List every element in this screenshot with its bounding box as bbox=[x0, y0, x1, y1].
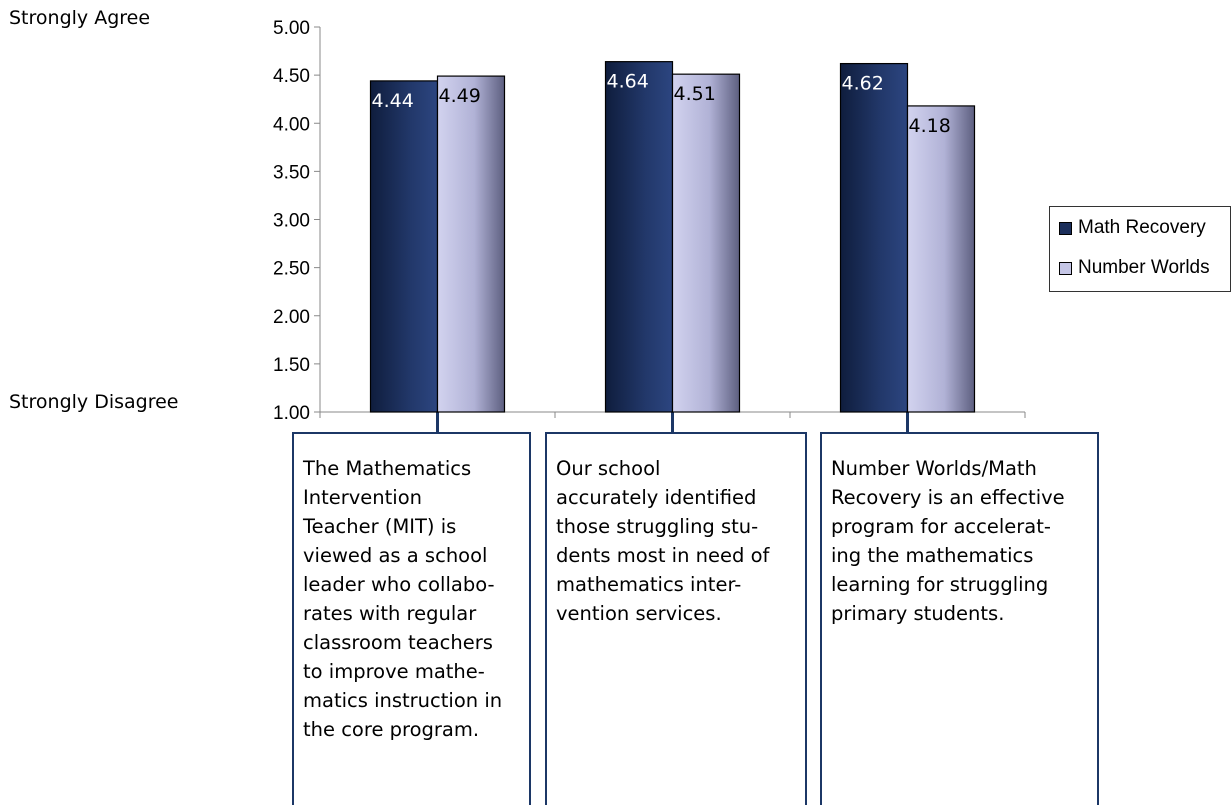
statement-line: those struggling stu- bbox=[556, 515, 759, 538]
y-tick-label: 5.00 bbox=[273, 18, 310, 39]
y-top-label: Strongly Agree bbox=[9, 7, 151, 29]
statement-line: rates with regular bbox=[303, 602, 477, 625]
y-tick-label: 2.00 bbox=[273, 307, 310, 328]
legend-label-number-worlds: Number Worlds bbox=[1078, 257, 1210, 278]
statement-line: to improve mathe- bbox=[303, 660, 485, 683]
statement-line: viewed as a school bbox=[303, 544, 488, 567]
statement-line: program for accelerat- bbox=[831, 515, 1051, 538]
chart-bars bbox=[369, 61, 976, 413]
data-label-math-recovery: 4.62 bbox=[842, 73, 884, 95]
statement-line: Number Worlds/Math bbox=[831, 457, 1037, 480]
y-tick-label: 4.00 bbox=[273, 114, 310, 135]
legend-item-math-recovery: Math Recovery bbox=[1059, 217, 1206, 239]
data-label-math-recovery: 4.64 bbox=[607, 71, 649, 93]
statement-line: the core program. bbox=[303, 718, 480, 741]
y-tick-labels: 1.00 1.50 2.00 2.50 3.00 3.50 4.00 4.50 5.00 bbox=[273, 18, 310, 424]
y-tick-label: 3.50 bbox=[273, 162, 310, 183]
bar-math-recovery bbox=[839, 62, 909, 413]
statement-line: classroom teachers bbox=[303, 631, 493, 654]
statement-line: mathematics inter- bbox=[556, 573, 742, 596]
category-statement-2: Our school accurately identified those str… bbox=[545, 432, 807, 805]
statement-line: Teacher (MIT) is bbox=[303, 515, 457, 538]
statement-line: ing the mathematics bbox=[831, 544, 1034, 567]
legend-swatch-math-recovery bbox=[1059, 221, 1072, 235]
bar-math-recovery bbox=[604, 61, 674, 413]
category-statement-3: Number Worlds/Math Recovery is an effecti… bbox=[820, 432, 1099, 805]
y-tick-label: 3.00 bbox=[273, 211, 310, 232]
statement-line: learning for struggling bbox=[831, 573, 1049, 596]
statement-line: Our school bbox=[556, 457, 661, 480]
legend-swatch-number-worlds bbox=[1059, 261, 1072, 275]
statement-line: vention services. bbox=[556, 602, 722, 625]
y-tick-label: 1.50 bbox=[273, 355, 310, 376]
bar-math-recovery bbox=[369, 80, 439, 413]
statement-line: dents most in need of bbox=[556, 544, 770, 567]
y-tick-label: 2.50 bbox=[273, 259, 310, 280]
bar-number-worlds bbox=[436, 75, 506, 413]
data-label-number-worlds: 4.49 bbox=[439, 85, 481, 107]
data-labels: 4.44 4.49 4.64 4.51 4.62 4.18 bbox=[372, 71, 951, 137]
data-label-number-worlds: 4.18 bbox=[909, 115, 951, 137]
legend-label-math-recovery: Math Recovery bbox=[1078, 217, 1206, 238]
statement-line: leader who collabo- bbox=[303, 573, 495, 596]
legend-item-number-worlds: Number Worlds bbox=[1059, 257, 1210, 279]
bar-number-worlds bbox=[671, 73, 741, 413]
statement-line: The Mathematics bbox=[303, 457, 472, 480]
statement-line: Intervention bbox=[303, 486, 423, 509]
y-bottom-label: Strongly Disagree bbox=[9, 391, 179, 413]
statement-line: matics instruction in bbox=[303, 689, 503, 712]
y-tick-label: 4.50 bbox=[273, 66, 310, 87]
data-label-math-recovery: 4.44 bbox=[372, 90, 414, 112]
bar-number-worlds bbox=[906, 105, 976, 413]
statement-line: primary students. bbox=[831, 602, 1005, 625]
statement-line: Recovery is an effective bbox=[831, 486, 1065, 509]
y-tick-label: 1.00 bbox=[273, 403, 310, 424]
data-label-number-worlds: 4.51 bbox=[674, 83, 716, 105]
category-statement-1: The Mathematics Intervention Teacher (MIT)… bbox=[292, 432, 531, 805]
statement-line: accurately identified bbox=[556, 486, 757, 509]
chart-legend: Math Recovery Number Worlds bbox=[1049, 206, 1231, 292]
